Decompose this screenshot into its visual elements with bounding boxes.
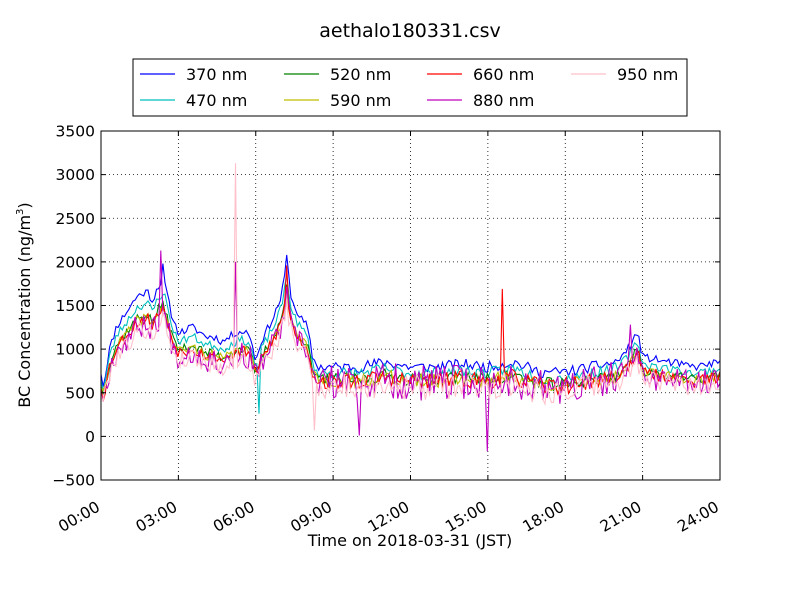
plot-area (100, 130, 721, 481)
legend-label: 370 nm (186, 65, 247, 84)
y-axis-title: BC Concentration (ng/m3) (15, 202, 34, 407)
y-tick-label: 1500 (56, 297, 95, 315)
y-axis-title-main: BC Concentration (ng/m (15, 215, 34, 408)
y-axis-tick-labels: −500 0 500 1000 1500 2000 2500 3000 3500 (52, 123, 95, 490)
x-tick-label: 00:00 (55, 498, 103, 536)
y-axis-title-close: ) (15, 202, 34, 208)
y-axis-title-superscript: 3 (15, 209, 26, 215)
legend-frame (132, 58, 688, 117)
chart-title: aethalo180331.csv (319, 20, 501, 42)
series-line-950-nm (101, 163, 720, 431)
x-tick-label: 24:00 (674, 498, 722, 536)
legend-label: 590 nm (330, 91, 391, 110)
legend-label: 520 nm (330, 65, 391, 84)
x-tick-label: 06:00 (210, 498, 258, 536)
series-line-470-nm (101, 274, 720, 414)
x-tick-label: 21:00 (597, 498, 645, 536)
legend-label: 470 nm (186, 91, 247, 110)
x-axis-title: Time on 2018-03-31 (JST) (307, 531, 512, 550)
legend: 370 nm 470 nm 520 nm 590 nm 660 nm 880 nm 950 … (132, 58, 688, 117)
y-tick-label: 3500 (56, 123, 95, 141)
y-tick-label: 2000 (56, 253, 95, 271)
series-line-880-nm (101, 250, 720, 452)
series-lines (101, 163, 720, 452)
legend-label: 880 nm (473, 91, 534, 110)
y-tick-label: 500 (65, 384, 95, 402)
legend-label: 660 nm (473, 65, 534, 84)
x-tick-label: 18:00 (520, 498, 568, 536)
legend-label: 950 nm (617, 65, 678, 84)
y-tick-label: 2500 (56, 210, 95, 228)
y-tick-label: −500 (52, 472, 95, 490)
plot-frame (100, 130, 721, 481)
plot-background (101, 131, 720, 480)
y-tick-label: 3000 (56, 166, 95, 184)
series-line-370-nm (101, 254, 720, 387)
x-tick-label: 03:00 (133, 498, 181, 536)
y-tick-label: 1000 (56, 341, 95, 359)
y-tick-label: 0 (85, 428, 95, 446)
